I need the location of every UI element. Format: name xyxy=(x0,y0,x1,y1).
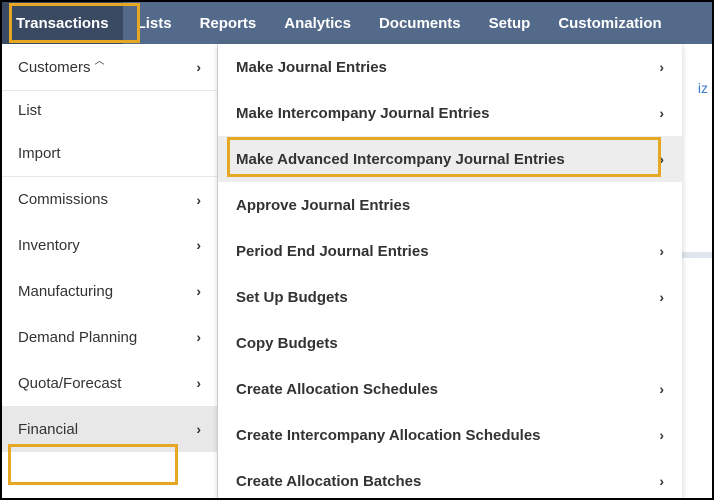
flyout-label: Set Up Budgets xyxy=(236,289,348,306)
sidebar-label: Quota/Forecast xyxy=(18,375,121,392)
topnav-documents[interactable]: Documents xyxy=(365,2,475,44)
topnav-lists[interactable]: Lists xyxy=(123,2,186,44)
chevron-right-icon: › xyxy=(659,289,664,305)
sidebar-item-quota-forecast[interactable]: Quota/Forecast › xyxy=(2,360,217,406)
app-frame: Transactions Lists Reports Analytics Doc… xyxy=(0,0,714,500)
topnav-label: Setup xyxy=(489,15,531,32)
sidebar-item-manufacturing[interactable]: Manufacturing › xyxy=(2,268,217,314)
sidebar-label: Inventory xyxy=(18,237,80,254)
flyout-item-make-journal-entries[interactable]: Make Journal Entries › xyxy=(218,44,682,90)
sidebar-item-commissions[interactable]: Commissions › xyxy=(2,176,217,222)
topnav-label: Reports xyxy=(200,15,257,32)
flyout-label: Copy Budgets xyxy=(236,335,338,352)
topnav-label: Lists xyxy=(137,15,172,32)
flyout-item-create-allocation-schedules[interactable]: Create Allocation Schedules › xyxy=(218,366,682,412)
sidebar-item-inventory[interactable]: Inventory › xyxy=(2,222,217,268)
chevron-up-icon: ︿ xyxy=(95,56,105,67)
topnav-label: Transactions xyxy=(16,15,109,32)
topnav-customization[interactable]: Customization xyxy=(544,2,675,44)
financial-flyout: Make Journal Entries › Make Intercompany… xyxy=(218,44,682,500)
sidebar-sub-import[interactable]: Import xyxy=(2,130,217,176)
chevron-right-icon: › xyxy=(196,283,201,299)
flyout-label: Make Journal Entries xyxy=(236,59,387,76)
sidebar-sub-list[interactable]: List xyxy=(2,90,217,130)
flyout-label: Make Advanced Intercompany Journal Entri… xyxy=(236,151,565,168)
flyout-item-set-up-budgets[interactable]: Set Up Budgets › xyxy=(218,274,682,320)
topnav-reports[interactable]: Reports xyxy=(186,2,271,44)
chevron-right-icon: › xyxy=(659,105,664,121)
chevron-right-icon: › xyxy=(659,151,664,167)
chevron-right-icon: › xyxy=(659,381,664,397)
flyout-item-make-advanced-intercompany-journal-entries[interactable]: Make Advanced Intercompany Journal Entri… xyxy=(218,136,682,182)
sidebar-item-demand-planning[interactable]: Demand Planning › xyxy=(2,314,217,360)
top-nav: Transactions Lists Reports Analytics Doc… xyxy=(2,2,712,44)
flyout-label: Create Allocation Schedules xyxy=(236,381,438,398)
topnav-transactions[interactable]: Transactions xyxy=(2,2,123,44)
sidebar-label: Manufacturing xyxy=(18,283,113,300)
flyout-label: Create Intercompany Allocation Schedules xyxy=(236,427,541,444)
chevron-right-icon: › xyxy=(196,59,201,75)
transactions-sidebar: Customers︿ › List Import Commissions › I… xyxy=(2,44,218,498)
topnav-label: Analytics xyxy=(284,15,351,32)
chevron-right-icon: › xyxy=(196,192,201,208)
sidebar-label: Financial xyxy=(18,421,78,438)
background-strip xyxy=(682,252,712,258)
flyout-label: Approve Journal Entries xyxy=(236,197,410,214)
topnav-setup[interactable]: Setup xyxy=(475,2,545,44)
flyout-item-make-intercompany-journal-entries[interactable]: Make Intercompany Journal Entries › xyxy=(218,90,682,136)
chevron-right-icon: › xyxy=(659,427,664,443)
flyout-item-copy-budgets[interactable]: Copy Budgets xyxy=(218,320,682,366)
sidebar-item-financial[interactable]: Financial › xyxy=(2,406,217,452)
sidebar-label: Customers︿ xyxy=(18,59,105,76)
flyout-label: Make Intercompany Journal Entries xyxy=(236,105,489,122)
background-link-fragment: iz xyxy=(698,80,708,96)
flyout-item-period-end-journal-entries[interactable]: Period End Journal Entries › xyxy=(218,228,682,274)
sidebar-sub-label: Import xyxy=(18,145,61,162)
flyout-label: Period End Journal Entries xyxy=(236,243,429,260)
topnav-analytics[interactable]: Analytics xyxy=(270,2,365,44)
sidebar-label: Commissions xyxy=(18,191,108,208)
chevron-right-icon: › xyxy=(196,329,201,345)
topnav-label: Documents xyxy=(379,15,461,32)
chevron-right-icon: › xyxy=(659,243,664,259)
chevron-right-icon: › xyxy=(659,473,664,489)
chevron-right-icon: › xyxy=(659,59,664,75)
chevron-right-icon: › xyxy=(196,237,201,253)
chevron-right-icon: › xyxy=(196,375,201,391)
chevron-right-icon: › xyxy=(196,421,201,437)
flyout-item-create-allocation-batches[interactable]: Create Allocation Batches › xyxy=(218,458,682,500)
flyout-item-approve-journal-entries[interactable]: Approve Journal Entries xyxy=(218,182,682,228)
sidebar-sub-label: List xyxy=(18,102,41,119)
flyout-item-create-intercompany-allocation-schedules[interactable]: Create Intercompany Allocation Schedules… xyxy=(218,412,682,458)
flyout-label: Create Allocation Batches xyxy=(236,473,421,490)
topnav-label: Customization xyxy=(558,15,661,32)
sidebar-label: Demand Planning xyxy=(18,329,137,346)
sidebar-item-customers[interactable]: Customers︿ › xyxy=(2,44,217,90)
